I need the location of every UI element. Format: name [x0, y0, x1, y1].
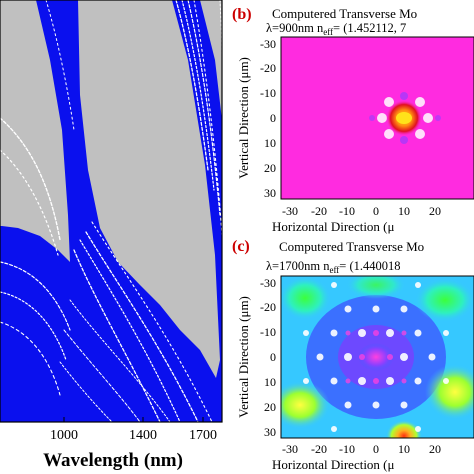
- panel-c-y-tick: -20: [260, 300, 276, 314]
- panel-c-y-axis-label: Vertical Direction (μm): [236, 296, 251, 418]
- panel-b-wavelength: λ=900nm neff= (1.452112, 7: [266, 21, 406, 37]
- panel-c-frame: [280, 275, 474, 439]
- panel-b-y-tick: -20: [260, 61, 276, 75]
- panel-c-x-tick: 0: [373, 442, 379, 456]
- panel-b-y-tick: 30: [264, 186, 276, 200]
- x-axis-label: Wavelength (nm): [43, 450, 183, 471]
- band-gap-right: [200, 0, 222, 120]
- panel-b-frame: [280, 36, 474, 200]
- panel-c-lattice-holes: [303, 282, 449, 432]
- panel-c-x-tick: 20: [429, 442, 441, 456]
- x-tick-label-1400: 1400: [129, 428, 157, 443]
- panel-c-x-tick: -20: [311, 442, 327, 456]
- panel-c-x-tick: -10: [339, 442, 355, 456]
- panel-c-y-tick: -30: [260, 276, 276, 290]
- panel-c-x-axis-label: Horizontal Direction (μ: [272, 457, 395, 472]
- panel-c-y-tick: 10: [264, 375, 276, 389]
- panel-c-magenta-rings: [345, 330, 407, 384]
- panel-b-y-tick: 20: [264, 161, 276, 175]
- panel-c-x-tick: 10: [398, 442, 410, 456]
- panel-c-x-ticks: -30 -20 -10 0 10 20: [282, 442, 441, 456]
- panel-c-y-tick: -10: [260, 325, 276, 339]
- x-tick-label-1000: 1000: [50, 428, 78, 443]
- panel-c-y-tick: 30: [264, 425, 276, 439]
- band-gap-center: [78, 0, 220, 378]
- panel-b-x-tick: -20: [311, 204, 327, 218]
- panel-b-x-tick: -30: [282, 204, 298, 218]
- panel-c-label: (c): [232, 238, 250, 255]
- mode-panel-c: (c) Computered Transverse Mo λ=1700nm ne…: [232, 238, 474, 472]
- panel-b-mode-peak: [396, 112, 412, 124]
- band-lines: [0, 0, 222, 422]
- x-tick-label-1700: 1700: [189, 428, 217, 443]
- panel-c-y-ticks: -30 -20 -10 0 10 20 30: [260, 276, 276, 439]
- panel-c-wavelength: λ=1700nm neff= (1.440018: [266, 259, 401, 275]
- panel-c-y-tick: 20: [264, 400, 276, 414]
- panel-b-title: Computered Transverse Mo: [272, 6, 417, 21]
- panel-b-y-axis-label: Vertical Direction (μm): [236, 57, 251, 179]
- panel-b-x-tick: 0: [373, 204, 379, 218]
- panel-b-x-tick: -10: [339, 204, 355, 218]
- panel-b-y-tick: 10: [264, 136, 276, 150]
- band-plot-frame: [0, 0, 223, 423]
- panel-b-label: (b): [232, 6, 252, 23]
- panel-c-field-map: [281, 276, 474, 438]
- mode-panel-b: (b) Computered Transverse Mo λ=900nm nef…: [232, 6, 474, 234]
- panel-b-y-ticks: -30 -20 -10 0 10 20 30: [260, 37, 276, 200]
- panel-c-y-tick: 0: [270, 350, 276, 364]
- panel-b-x-ticks: -30 -20 -10 0 10 20: [282, 204, 441, 218]
- panel-b-lattice-ring: [369, 92, 441, 144]
- band-diagram-panel: 1000 1400 1700 Wavelength (nm): [0, 0, 223, 471]
- band-gap-left: [0, 0, 70, 262]
- panel-b-y-tick: -10: [260, 86, 276, 100]
- panel-b-x-axis-label: Horizontal Direction (μ: [272, 219, 395, 234]
- panel-b-y-tick: -30: [260, 37, 276, 51]
- panel-c-x-tick: -30: [282, 442, 298, 456]
- panel-c-title: Computered Transverse Mo: [279, 239, 424, 254]
- panel-b-field-map: [281, 37, 474, 199]
- panel-b-y-tick: 0: [270, 111, 276, 125]
- panel-b-x-tick: 10: [398, 204, 410, 218]
- panel-b-x-tick: 20: [429, 204, 441, 218]
